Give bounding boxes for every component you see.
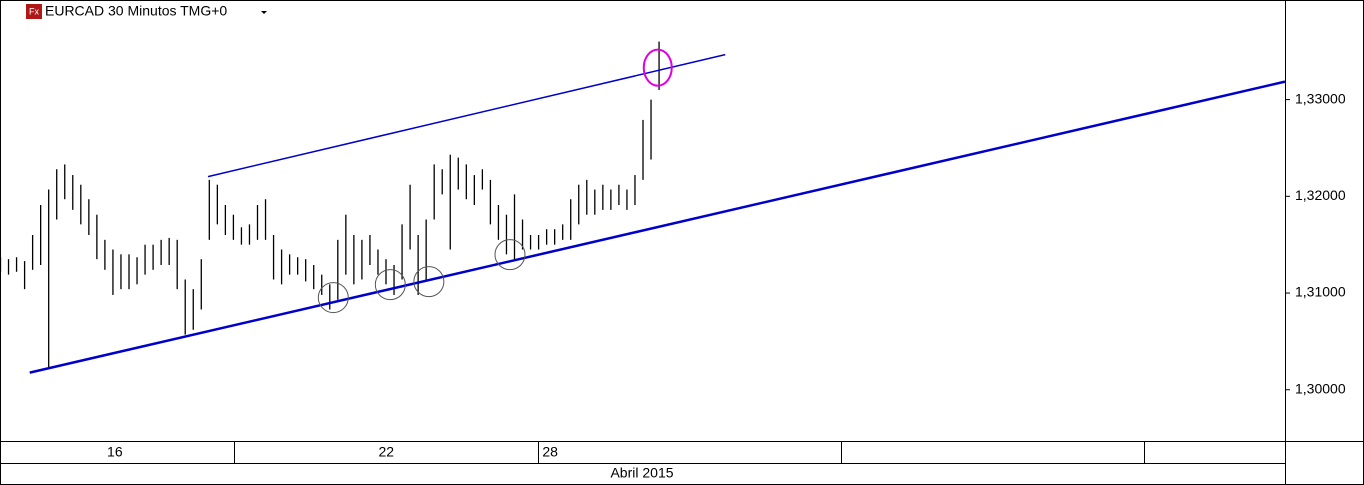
x-tick-label: 28	[542, 444, 558, 460]
trend-line	[29, 80, 1286, 374]
x-tick-label: 16	[107, 444, 123, 460]
highlight-circle	[413, 266, 445, 298]
symbol-icon-text: Fx	[29, 6, 39, 16]
y-tick-label: 1,30000	[1295, 380, 1346, 396]
x-axis-label: Abril 2015	[610, 465, 673, 481]
y-tick-label: 1,31000	[1295, 284, 1346, 300]
dropdown-arrow[interactable]	[261, 11, 267, 14]
chart-title[interactable]: EURCAD 30 Minutos TMG+0	[45, 3, 227, 19]
symbol-icon	[26, 4, 42, 19]
highlight-circle	[494, 239, 526, 271]
highlight-circle	[374, 269, 406, 301]
x-tick-label: 22	[379, 444, 395, 460]
highlight-circle	[642, 48, 673, 87]
trend-line	[207, 53, 726, 178]
y-tick-label: 1,33000	[1295, 90, 1346, 106]
highlight-circle	[317, 282, 349, 314]
y-tick-label: 1,32000	[1295, 187, 1346, 203]
